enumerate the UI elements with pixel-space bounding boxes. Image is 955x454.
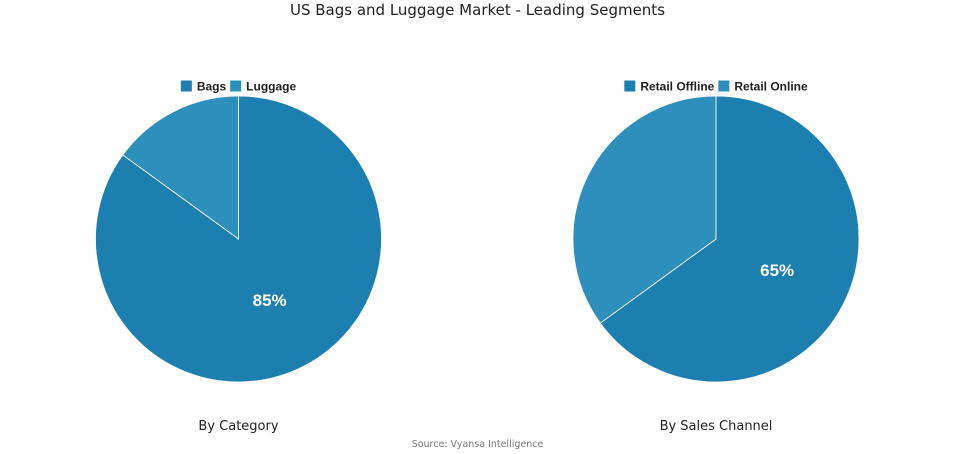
legend-label: Luggage [246,80,296,94]
legend-label: Retail Offline [640,80,714,94]
pie-chart-1: 85% Bags Luggage By Category [95,80,382,434]
legend-label: Retail Online [734,80,808,94]
pie-chart-2: 65% Retail Offline Retail Online By Sales C… [572,80,860,434]
legend-label: Bags [197,80,227,94]
pie-slice-retail-online [572,95,717,324]
legend-swatch [718,80,730,92]
pie-slice-luggage [122,95,239,240]
legend-swatch [180,80,192,92]
pie-slice-bags [95,95,382,383]
chart-caption: By Sales Channel [660,419,773,434]
legend-swatch [230,80,242,92]
slice-percent-label: 85% [253,291,287,310]
source-note: Source: Vyansa Intelligence [411,439,544,450]
legend: Bags Luggage [180,80,296,94]
legend-swatch [624,80,636,92]
chart-caption: By Category [198,419,278,434]
slice-percent-label: 65% [760,261,794,280]
legend: Retail Offline Retail Online [624,80,808,94]
page-title: US Bags and Luggage Market - Leading Seg… [289,1,666,19]
pie-slice-retail-offline [599,95,860,383]
